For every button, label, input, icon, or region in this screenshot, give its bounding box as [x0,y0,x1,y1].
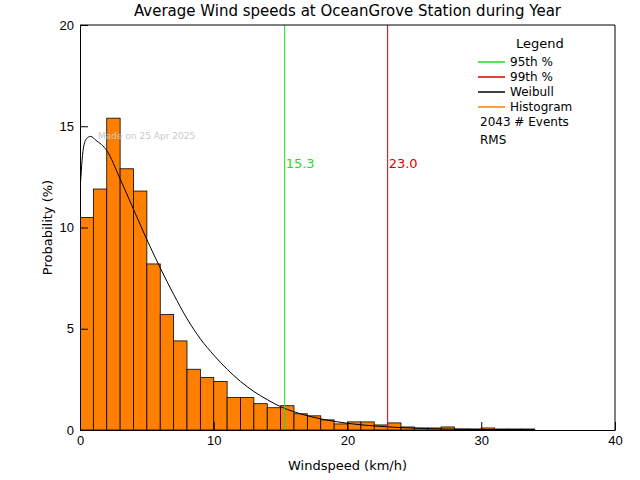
legend-entry: 95th % [510,55,553,69]
legend-swatch [478,61,505,63]
legend-swatch [478,91,505,93]
histogram-bar [80,217,93,430]
histogram-bar [388,423,401,430]
legend-entry: Histogram [510,100,572,114]
histogram-bar [147,264,160,430]
chart: 15.3 23.0 0 10 20 30 40 0 5 10 15 20 Average Wind sp… [0,0,640,480]
tick: 0 [67,423,88,438]
plot-area [80,25,535,430]
tick: 15 [60,119,88,134]
x-axis: 0 10 20 30 40 [77,422,623,448]
legend-note: 2043 # Events [480,115,569,129]
tick: 10 [207,422,221,448]
legend-entry: Weibull [510,85,554,99]
tick-mark [481,422,482,430]
frame-right [615,25,616,430]
tick-label: 0 [77,433,84,448]
histogram-bar [227,398,240,430]
y-axis: 0 5 10 15 20 [60,18,88,438]
histogram-bar [120,169,133,430]
percentile-label: 23.0 [389,156,418,171]
tick: 30 [475,422,489,448]
histogram-bar [294,414,307,430]
chart-title: Average Wind speeds at OceanGrove Statio… [134,2,562,20]
legend-entry: 99th % [510,70,553,84]
x-axis-title: Windspeed (km/h) [288,458,407,473]
axis-line [81,430,616,431]
tick-mark [80,126,88,127]
tick-label: 30 [475,433,489,448]
legend: Legend 95th %99th %WeibullHistogram2043 #… [478,36,572,147]
histogram-bar [160,315,173,430]
tick-label: 5 [67,321,74,336]
watermark: Made on 25 Apr 2025 [98,131,195,141]
histogram-bar [200,377,213,430]
histogram-bar [107,118,120,430]
tick-label: 20 [341,433,355,448]
tick-label: 10 [207,433,221,448]
legend-note: RMS [480,133,506,147]
tick-label: 20 [60,18,74,33]
tick-mark [80,228,88,229]
percentile-line [387,25,388,430]
tick-label: 15 [60,119,74,134]
percentile-line [284,25,285,430]
histogram-bar [241,398,254,430]
tick: 5 [67,321,88,336]
tick-mark [80,329,88,330]
frame-top [80,25,615,26]
percentile-label: 15.3 [286,156,315,171]
tick-mark [348,422,349,430]
weibull-line [80,136,535,429]
legend-swatch [478,76,505,78]
legend-title: Legend [516,36,564,51]
tick-label: 10 [60,220,74,235]
legend-swatch [478,106,505,108]
histogram-bar [187,369,200,430]
histogram-bar [254,404,267,430]
y-axis-title: Probability (%) [40,180,55,275]
histogram-bar [267,408,280,430]
histogram-bar [334,424,347,430]
histogram-bar [174,341,187,430]
histogram-bar [214,381,227,430]
histogram-bar [134,191,147,430]
tick: 20 [341,422,355,448]
tick-mark [214,422,215,430]
tick: 10 [60,220,88,235]
tick-mark [80,430,88,431]
histogram-bar [93,189,106,430]
tick-label: 40 [608,433,622,448]
tick-label: 0 [67,423,74,438]
